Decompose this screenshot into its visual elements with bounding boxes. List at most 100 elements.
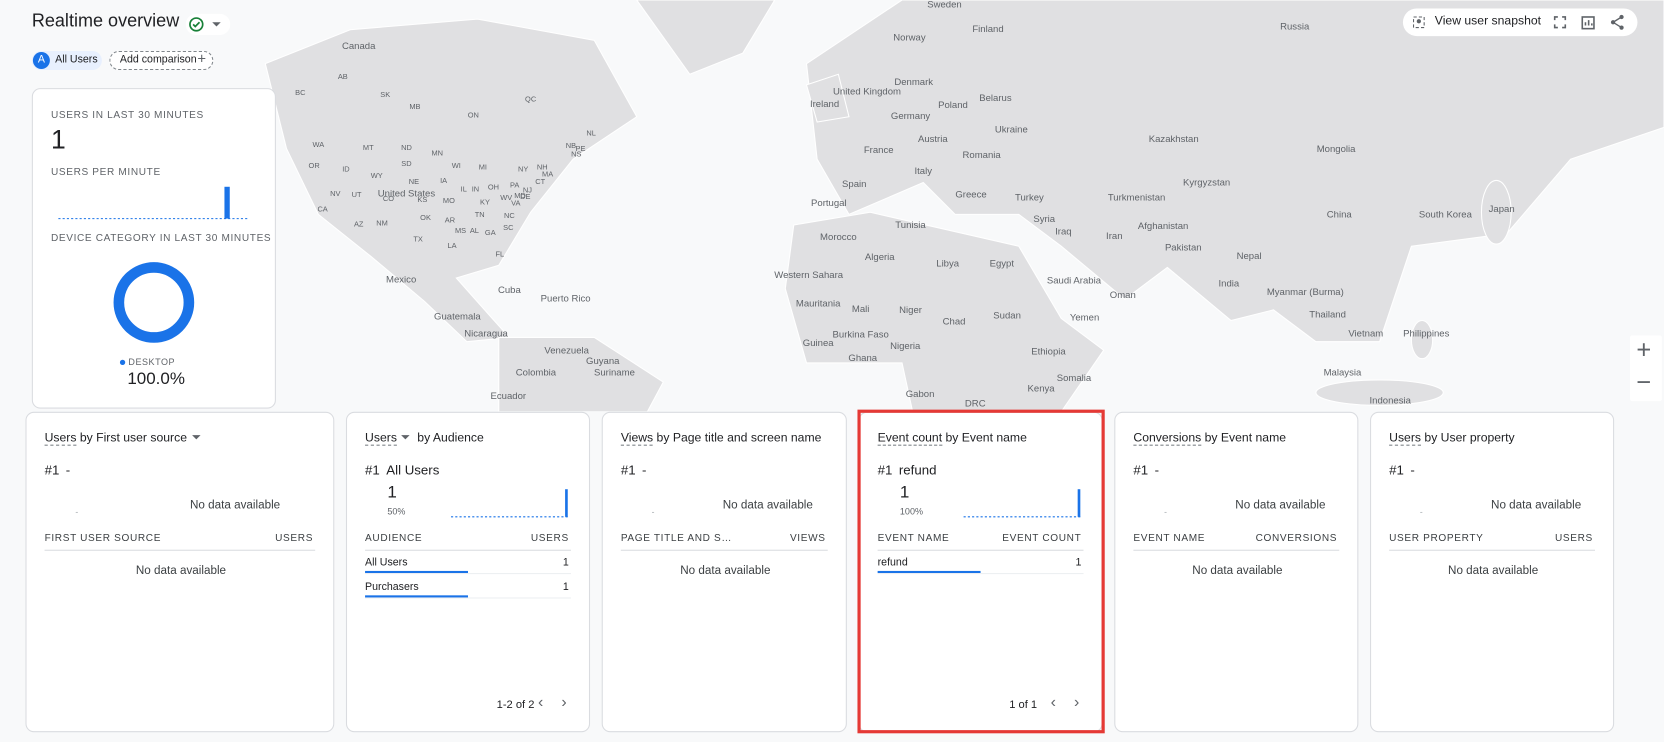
row-bar bbox=[877, 570, 981, 574]
title-metric[interactable]: Event count bbox=[877, 431, 943, 446]
map-label: NC bbox=[504, 212, 515, 221]
map-label: Oman bbox=[1109, 289, 1136, 301]
metric-dropdown[interactable] bbox=[399, 433, 412, 441]
map-label: DE bbox=[520, 193, 531, 202]
map-label: ID bbox=[342, 166, 350, 174]
placeholder: - bbox=[651, 507, 655, 517]
column-header: CONVERSIONS bbox=[1255, 532, 1338, 545]
map-label: NH bbox=[536, 163, 548, 172]
title-metric[interactable]: Users bbox=[365, 431, 397, 446]
legend-label: DESKTOP bbox=[128, 356, 176, 368]
segment-chip[interactable]: A All Users bbox=[31, 50, 102, 71]
row-bar bbox=[365, 595, 468, 598]
card-title: Event count by Event name bbox=[877, 431, 1027, 446]
row-label[interactable]: Purchasers bbox=[365, 581, 419, 594]
map-label: UT bbox=[351, 191, 362, 199]
title-metric[interactable]: Users bbox=[44, 431, 77, 446]
map-label: NJ bbox=[522, 187, 532, 195]
map-label: Tunisia bbox=[895, 219, 926, 231]
row-bar bbox=[365, 570, 468, 574]
map-label: NS bbox=[571, 151, 582, 159]
column-header: USERS bbox=[1554, 532, 1593, 545]
map-label: United States bbox=[377, 187, 436, 199]
map-label: QC bbox=[525, 96, 537, 104]
customize-button[interactable] bbox=[1580, 14, 1597, 31]
users-label: USERS IN LAST 30 MINUTES bbox=[50, 109, 204, 121]
map-label: PA bbox=[510, 181, 520, 190]
map-label: Saudi Arabia bbox=[1046, 274, 1102, 286]
legend-value: 100.0% bbox=[127, 370, 185, 389]
map-label: Turkey bbox=[1014, 192, 1044, 203]
map-label: MI bbox=[478, 163, 487, 172]
title-metric[interactable]: Views bbox=[620, 431, 654, 446]
header-rule bbox=[1133, 549, 1340, 551]
row-value: 1 bbox=[562, 557, 569, 569]
zoom-out[interactable]: − bbox=[1636, 368, 1652, 397]
top-value: 1 bbox=[899, 483, 910, 502]
add-comparison-label: Add comparison bbox=[119, 54, 197, 66]
no-data: No data available bbox=[189, 498, 281, 512]
map-label: Ukraine bbox=[994, 124, 1028, 135]
prev-page[interactable]: ‹ bbox=[1050, 692, 1056, 712]
title-dimension: by First user source bbox=[79, 431, 188, 445]
map-label: Myanmar (Burma) bbox=[1266, 286, 1344, 298]
rank: #1 bbox=[1133, 462, 1149, 478]
per-minute-label: USERS PER MINUTE bbox=[50, 166, 161, 179]
device-label: DEVICE CATEGORY IN LAST 30 MINUTES bbox=[50, 232, 272, 245]
next-page[interactable]: › bbox=[561, 692, 567, 712]
map-label: Colombia bbox=[515, 367, 557, 378]
map-label: Vietnam bbox=[1348, 327, 1384, 339]
column-header: FIRST USER SOURCE bbox=[44, 532, 162, 545]
map-label: TX bbox=[413, 236, 423, 244]
title-metric[interactable]: Users bbox=[1389, 431, 1422, 446]
row-rule bbox=[365, 597, 571, 599]
empty-message: No data available bbox=[135, 564, 227, 578]
card-title: Users by Audience bbox=[365, 431, 484, 446]
header-rule bbox=[365, 549, 571, 551]
no-data: No data available bbox=[722, 498, 813, 512]
top-item: - bbox=[1410, 462, 1415, 478]
top-item: - bbox=[1154, 462, 1160, 478]
row-label[interactable]: refund bbox=[877, 557, 908, 569]
map-label: AR bbox=[444, 217, 456, 225]
rank: #1 bbox=[1389, 462, 1404, 478]
fullscreen-button[interactable] bbox=[1553, 15, 1568, 30]
zoom-in[interactable]: + bbox=[1636, 336, 1652, 366]
title-dimension: by Audience bbox=[417, 431, 484, 445]
map-label: Egypt bbox=[989, 257, 1015, 269]
map-label: SC bbox=[503, 224, 514, 232]
map-label: Somalia bbox=[1056, 372, 1092, 384]
metric-dropdown[interactable] bbox=[190, 433, 203, 441]
report-card: Conversions by Event name #1- - No data ava… bbox=[1114, 411, 1359, 733]
map-label: Venezuela bbox=[544, 344, 590, 356]
row-label[interactable]: All Users bbox=[365, 557, 408, 569]
map-label: China bbox=[1326, 209, 1352, 220]
map-label: Kazakhstan bbox=[1148, 133, 1199, 145]
map-label: KY bbox=[480, 198, 490, 207]
row-value: 1 bbox=[562, 581, 569, 594]
map-label: Nigeria bbox=[890, 340, 921, 352]
top-percent: 100% bbox=[899, 506, 923, 517]
map-label: Mongolia bbox=[1316, 143, 1356, 154]
map-label: PE bbox=[575, 145, 586, 154]
column-header: USERS bbox=[530, 532, 569, 545]
add-comparison[interactable]: Add comparison + bbox=[109, 50, 214, 71]
pagination: 1 of 1 bbox=[1009, 698, 1038, 712]
map-label: Thailand bbox=[1309, 308, 1346, 320]
share-button[interactable] bbox=[1609, 14, 1626, 31]
map-label: ND bbox=[401, 144, 412, 153]
column-header: USERS bbox=[275, 532, 314, 545]
map-label: VA bbox=[511, 200, 521, 208]
map-label: WY bbox=[370, 172, 383, 180]
map-label: Ghana bbox=[848, 352, 878, 363]
header-rule bbox=[1389, 549, 1596, 551]
map-label: MN bbox=[431, 150, 444, 158]
view-user-snapshot[interactable]: View user snapshot bbox=[1434, 14, 1542, 28]
header-rule bbox=[877, 549, 1084, 551]
title-metric[interactable]: Conversions bbox=[1133, 431, 1202, 446]
report-card: Event count by Event name #1 refund 1 100% EV… bbox=[858, 411, 1103, 733]
prev-page[interactable]: ‹ bbox=[538, 692, 544, 712]
next-page[interactable]: › bbox=[1073, 692, 1080, 712]
status-dropdown[interactable] bbox=[185, 13, 231, 36]
donut-slice bbox=[113, 262, 195, 343]
